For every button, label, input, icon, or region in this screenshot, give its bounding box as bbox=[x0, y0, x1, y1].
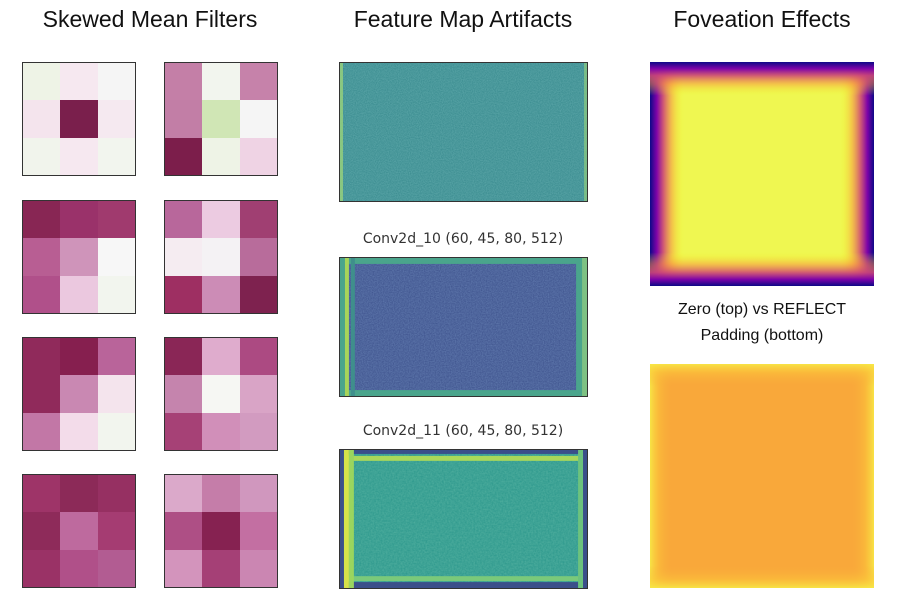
filter-cell bbox=[165, 412, 203, 450]
filter-cell bbox=[239, 63, 277, 101]
filter-cell bbox=[165, 512, 203, 550]
filter-cell bbox=[97, 275, 135, 313]
foveation-caption-line-1: Zero (top) vs REFLECT bbox=[677, 301, 847, 318]
filter-cell bbox=[23, 63, 61, 101]
filter-cell bbox=[97, 338, 135, 376]
filter-cell bbox=[60, 475, 98, 513]
filter-cell bbox=[23, 201, 61, 239]
filter-cell bbox=[23, 549, 61, 587]
feature-map-label-conv2d-11: Conv2d_11 (60, 45, 80, 512) bbox=[362, 423, 564, 439]
filter-cell bbox=[165, 375, 203, 413]
filter-cell bbox=[23, 137, 61, 175]
filter-7 bbox=[22, 474, 136, 588]
filter-cell bbox=[202, 201, 240, 239]
filter-cell bbox=[239, 100, 277, 138]
filter-cell bbox=[23, 475, 61, 513]
feature-map-label-conv2d-10: Conv2d_10 (60, 45, 80, 512) bbox=[362, 231, 564, 247]
filter-cell bbox=[165, 338, 203, 376]
filter-cell bbox=[60, 512, 98, 550]
filter-cell bbox=[97, 238, 135, 276]
filter-6 bbox=[164, 337, 278, 451]
filter-cell bbox=[60, 375, 98, 413]
foveation-map-reflect-padding bbox=[650, 364, 874, 588]
filter-3 bbox=[22, 200, 136, 314]
filter-cell bbox=[239, 475, 277, 513]
filter-cell bbox=[60, 338, 98, 376]
filter-cell bbox=[202, 338, 240, 376]
filter-cell bbox=[23, 238, 61, 276]
filter-cell bbox=[202, 137, 240, 175]
filter-cell bbox=[239, 512, 277, 550]
filter-cell bbox=[23, 275, 61, 313]
filter-cell bbox=[239, 412, 277, 450]
filter-cell bbox=[165, 549, 203, 587]
filter-cell bbox=[97, 375, 135, 413]
foveation-caption-line-2: Padding (bottom) bbox=[700, 327, 824, 344]
filter-cell bbox=[97, 137, 135, 175]
filter-cell bbox=[202, 275, 240, 313]
filter-cell bbox=[239, 375, 277, 413]
filter-cell bbox=[23, 375, 61, 413]
filter-cell bbox=[97, 100, 135, 138]
title-skewed-mean-filters: Skewed Mean Filters bbox=[42, 6, 258, 32]
filter-cell bbox=[60, 100, 98, 138]
filter-8 bbox=[164, 474, 278, 588]
filter-cell bbox=[202, 238, 240, 276]
filter-cell bbox=[60, 63, 98, 101]
filter-cell bbox=[165, 475, 203, 513]
filter-cell bbox=[202, 412, 240, 450]
title-foveation-effects: Foveation Effects bbox=[673, 6, 851, 32]
filter-cell bbox=[165, 100, 203, 138]
filter-cell bbox=[23, 512, 61, 550]
filter-1 bbox=[22, 62, 136, 176]
title-feature-map-artifacts: Feature Map Artifacts bbox=[353, 6, 573, 32]
filter-cell bbox=[97, 412, 135, 450]
filter-cell bbox=[202, 475, 240, 513]
filter-cell bbox=[60, 238, 98, 276]
filter-cell bbox=[97, 512, 135, 550]
feature-map-1 bbox=[339, 62, 588, 202]
filter-cell bbox=[239, 338, 277, 376]
filter-cell bbox=[97, 549, 135, 587]
filter-cell bbox=[60, 137, 98, 175]
filter-cell bbox=[202, 549, 240, 587]
filter-cell bbox=[239, 238, 277, 276]
filter-cell bbox=[23, 338, 61, 376]
filter-cell bbox=[60, 275, 98, 313]
filter-cell bbox=[165, 137, 203, 175]
filter-cell bbox=[23, 100, 61, 138]
filter-cell bbox=[165, 63, 203, 101]
filter-5 bbox=[22, 337, 136, 451]
filter-cell bbox=[97, 475, 135, 513]
filter-cell bbox=[202, 100, 240, 138]
filter-cell bbox=[165, 238, 203, 276]
filter-cell bbox=[23, 412, 61, 450]
filter-cell bbox=[202, 512, 240, 550]
filter-cell bbox=[202, 63, 240, 101]
filter-cell bbox=[239, 275, 277, 313]
filter-4 bbox=[164, 200, 278, 314]
filter-cell bbox=[165, 275, 203, 313]
foveation-map-zero-padding bbox=[650, 62, 874, 286]
filter-cell bbox=[239, 137, 277, 175]
filter-cell bbox=[60, 549, 98, 587]
filter-cell bbox=[97, 63, 135, 101]
filter-cell bbox=[60, 201, 98, 239]
filter-cell bbox=[60, 412, 98, 450]
foveation-caption: Zero (top) vs REFLECT Padding (bottom) bbox=[612, 297, 900, 349]
feature-map-2 bbox=[339, 257, 588, 397]
filter-cell bbox=[202, 375, 240, 413]
filter-cell bbox=[165, 201, 203, 239]
filter-2 bbox=[164, 62, 278, 176]
feature-map-3 bbox=[339, 449, 588, 589]
filter-cell bbox=[239, 201, 277, 239]
filter-cell bbox=[239, 549, 277, 587]
filter-cell bbox=[97, 201, 135, 239]
